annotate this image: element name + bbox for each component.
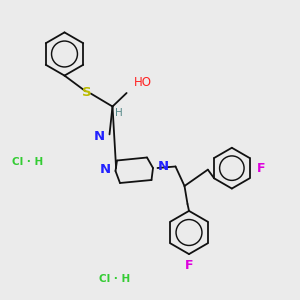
Text: S: S	[82, 85, 92, 99]
Text: Cl · H: Cl · H	[12, 157, 43, 167]
Text: F: F	[257, 162, 265, 175]
Text: N: N	[100, 163, 111, 176]
Text: N: N	[93, 130, 104, 143]
Text: F: F	[185, 259, 193, 272]
Text: Cl · H: Cl · H	[99, 274, 130, 284]
Text: N: N	[158, 160, 169, 173]
Text: H: H	[115, 108, 123, 118]
Text: HO: HO	[134, 76, 152, 88]
